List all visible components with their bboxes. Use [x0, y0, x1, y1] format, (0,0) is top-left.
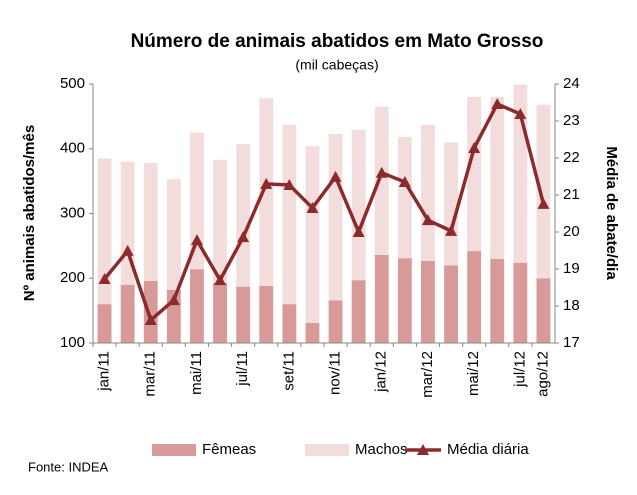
line-marker [237, 231, 250, 243]
bar-segment [143, 280, 158, 343]
bar-segment [444, 142, 458, 266]
legend-swatch [152, 444, 196, 456]
x-tick-label: mai/11 [188, 351, 205, 395]
line-marker [283, 179, 296, 191]
bar-segment [282, 124, 297, 305]
bar-segment [166, 179, 181, 290]
chart-title: Número de animais abatidos em Mato Gross… [131, 31, 544, 52]
bar-segment [490, 96, 505, 259]
line-marker [214, 274, 227, 286]
x-tick-label: mai/12 [465, 351, 482, 396]
x-tick-label: jul/12 [511, 351, 528, 388]
source-note: Fonte: INDEA [28, 459, 109, 474]
line-marker [144, 314, 157, 326]
bar-segment [467, 251, 482, 343]
line-marker [167, 294, 180, 306]
y2-tick-label: 20 [563, 223, 580, 240]
bar-segment [397, 137, 412, 259]
bar-segment [190, 132, 204, 270]
x-tick-label: jan/12 [373, 351, 390, 393]
bar-segment [351, 129, 366, 281]
line-marker [514, 107, 527, 119]
y2-tick-label: 17 [563, 334, 580, 351]
line-series [103, 101, 546, 324]
line-marker [190, 234, 203, 246]
y-tick-label: 500 [60, 75, 85, 92]
x-tick-label: ago/12 [534, 351, 551, 397]
y2-tick-label: 24 [563, 75, 580, 92]
x-tick-label: jul/11 [234, 351, 251, 387]
bar-segment [190, 269, 204, 343]
y2-tick-label: 21 [563, 186, 580, 203]
y2-tick-label: 23 [563, 112, 580, 129]
bar-segment [328, 300, 343, 343]
line-marker [398, 176, 411, 188]
line-marker [306, 201, 319, 213]
y2-axis-label: Média de abate/dia [603, 146, 620, 280]
x-tick-label: jan/11 [96, 351, 113, 392]
y-tick-label: 300 [60, 204, 85, 221]
line-marker [329, 170, 342, 182]
bar-segment [536, 278, 551, 343]
line-marker [468, 142, 481, 154]
line-marker [491, 97, 504, 109]
bar-segment [282, 304, 297, 343]
legend-label: Machos [355, 441, 408, 458]
bar-segment [213, 159, 227, 283]
bar-segment [305, 146, 320, 323]
y2-tick-label: 18 [563, 297, 580, 314]
y-tick-label: 200 [60, 269, 85, 286]
legend-swatch [417, 444, 429, 455]
bar-segment [328, 133, 343, 301]
line-marker [537, 197, 550, 209]
bar-segment [374, 106, 389, 255]
bar-segment [120, 284, 135, 343]
legend-label: Fêmeas [202, 441, 256, 458]
bar-segment [259, 98, 274, 287]
bar-segment [421, 260, 435, 343]
line-marker [260, 177, 273, 189]
bar-segment [236, 144, 251, 287]
y-axis-label: Nº animais abatidos/mês [21, 125, 38, 301]
line-marker [375, 166, 388, 178]
line-marker [98, 272, 111, 284]
bar-segment [351, 280, 366, 343]
bar-segment [444, 265, 458, 343]
line-marker [352, 226, 365, 237]
bar-segment [259, 286, 274, 343]
bar-segment [421, 124, 435, 261]
legend-swatch [305, 444, 349, 456]
bar-segment [305, 322, 320, 343]
bar-segment [97, 304, 112, 343]
chart-subtitle: (mil cabeças) [295, 57, 378, 73]
bar-segment [97, 158, 112, 305]
x-tick-label: mar/12 [419, 351, 436, 398]
line-marker [121, 244, 134, 256]
line-marker [445, 224, 458, 236]
bar-segment [236, 286, 251, 343]
x-tick-label: mar/11 [142, 351, 159, 397]
y-tick-label: 400 [60, 140, 85, 157]
y-tick-label: 100 [60, 334, 85, 351]
y2-tick-label: 22 [563, 149, 580, 166]
bar-segment [397, 258, 412, 343]
x-tick-label: set/11 [280, 351, 297, 391]
line-marker [421, 214, 434, 226]
bar-segment [213, 282, 227, 343]
bar-segment [513, 262, 528, 343]
legend-label: Média diária [447, 441, 529, 458]
bar-segment [143, 162, 158, 281]
y2-tick-label: 19 [563, 260, 580, 277]
bar-segment [490, 258, 505, 343]
bar-segment [467, 96, 482, 252]
bar-segment [536, 104, 551, 279]
bar-segment [374, 254, 389, 343]
x-tick-label: nov/11 [327, 351, 344, 395]
